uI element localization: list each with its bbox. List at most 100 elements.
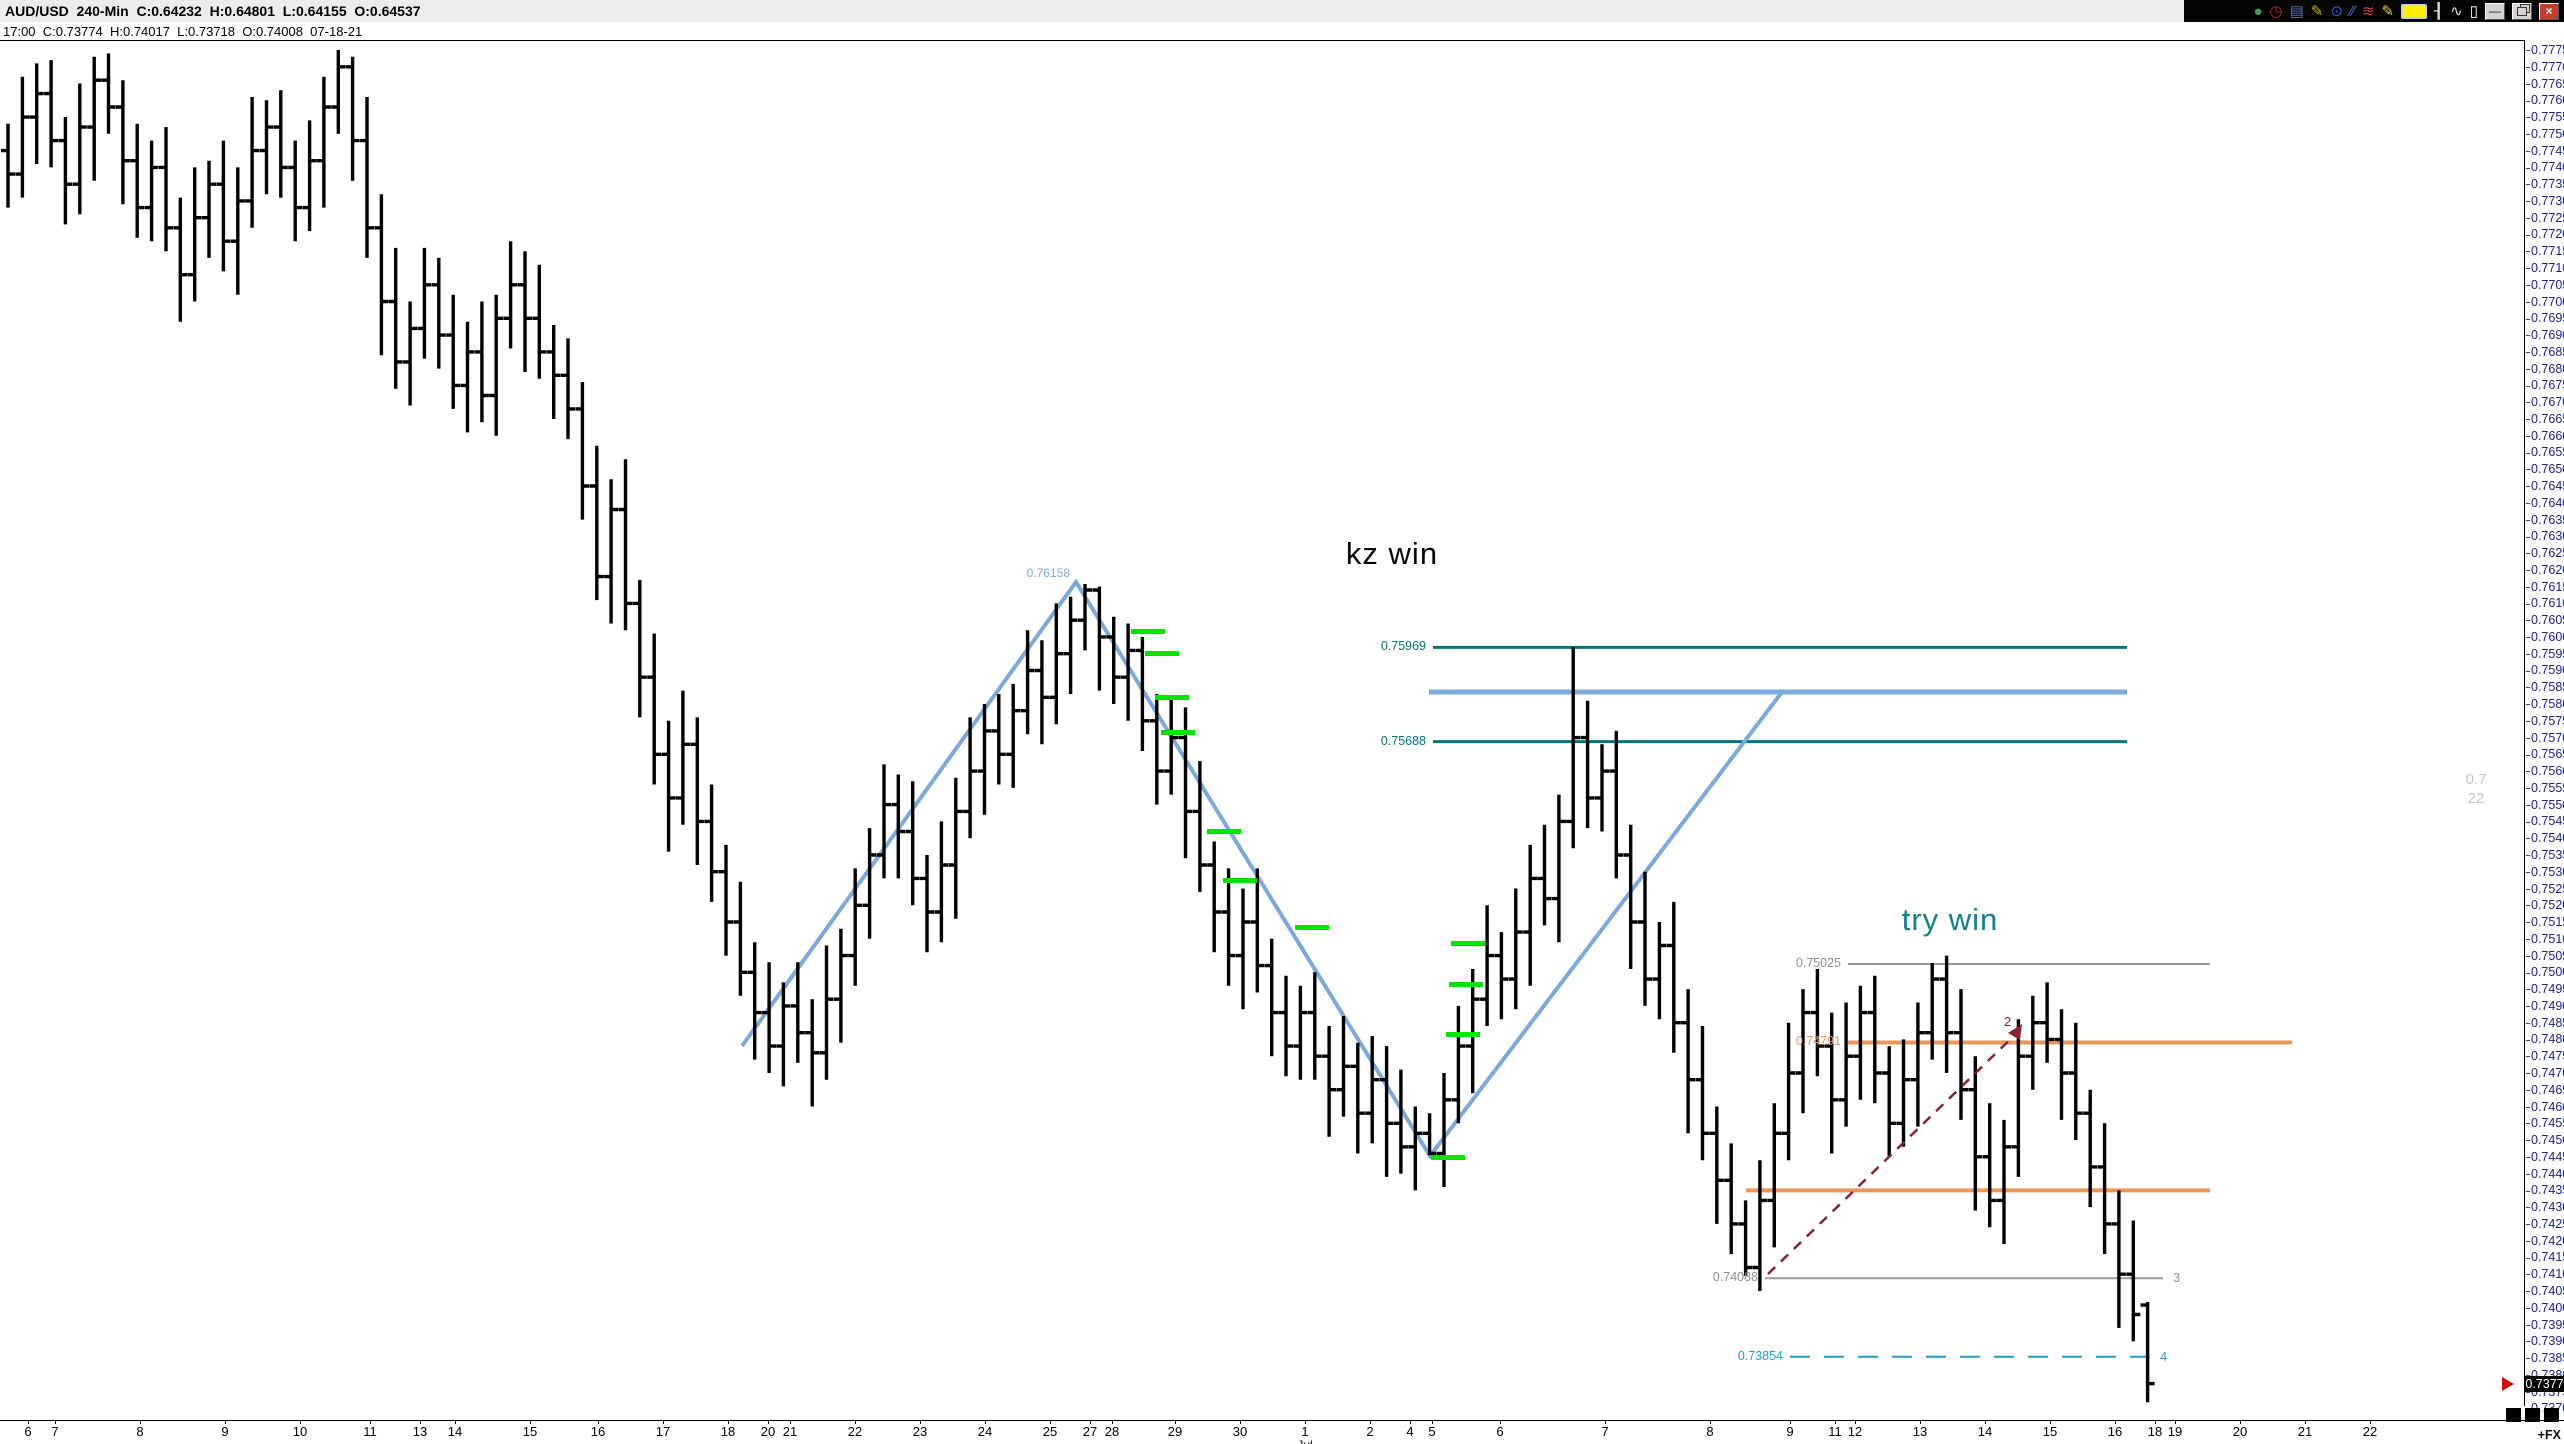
clock-icon[interactable]: ◷	[2269, 2, 2283, 20]
date-tick-label: 18	[2135, 1420, 2175, 1439]
zigzag-peak-label: 0.76158	[1026, 566, 1070, 580]
date-tick-label: 10	[280, 1420, 320, 1439]
date-tick-label: 29	[1155, 1420, 1195, 1439]
price-tick-label: 0.7395	[2526, 1318, 2564, 1332]
date-tick-label: 8	[120, 1420, 160, 1439]
price-tick-label: 0.7635	[2526, 513, 2564, 527]
price-level-label: 0.75025	[1795, 955, 1841, 970]
date-tick-label: 16	[2095, 1420, 2135, 1439]
date-tick-label: 24	[965, 1420, 1005, 1439]
pencil-icon[interactable]: ✎	[2310, 2, 2324, 20]
ohlc-bars	[1, 50, 2155, 1403]
wave-count-label: 2	[2004, 1014, 2012, 1029]
draw-pencil-icon[interactable]: ✎	[2381, 2, 2395, 20]
restore-button[interactable]	[2512, 2, 2532, 20]
date-tick-label: 30	[1220, 1420, 1260, 1439]
date-tick-label: 28	[1092, 1420, 1132, 1439]
date-tick-label: 19	[2155, 1420, 2195, 1439]
compass-circle-icon[interactable]: ⊙	[2330, 2, 2343, 20]
price-tick-label: 0.7495	[2526, 982, 2564, 996]
close-button[interactable]: ×	[2539, 2, 2559, 20]
date-tick-label: 21	[2285, 1420, 2325, 1439]
date-tick-label: 11	[1815, 1420, 1855, 1439]
signal-tick	[1161, 730, 1195, 735]
trend-arrowhead	[2008, 1024, 2022, 1040]
trendline-icon[interactable]: ∕∕	[2349, 2, 2355, 20]
signal-tick	[1446, 1032, 1480, 1037]
drawing-shapes-icon[interactable]: ●	[2253, 2, 2263, 20]
date-tick-label: 13	[400, 1420, 440, 1439]
title-bar[interactable]: AUD/USD 240-Min C:0.64232 H:0.64801 L:0.…	[0, 0, 2564, 22]
date-tick-label: 25	[1030, 1420, 1070, 1439]
restore-icon	[2517, 6, 2527, 16]
signal-tick	[1145, 651, 1179, 656]
price-tick-label: 0.7625	[2526, 546, 2564, 560]
date-tick-label: 22	[2350, 1420, 2390, 1439]
price-tick-label: 0.7505	[2526, 949, 2564, 963]
chart-title: AUD/USD 240-Min C:0.64232 H:0.64801 L:0.…	[5, 3, 421, 19]
date-tick-label: 22	[835, 1420, 875, 1439]
minimize-button[interactable]: —	[2485, 2, 2505, 20]
price-tick-label: 0.7385	[2526, 1351, 2564, 1365]
current-price-arrow-icon	[2502, 1376, 2521, 1391]
price-marker-icon[interactable]: ┨	[2434, 2, 2444, 20]
price-tick-label: 0.7615	[2526, 580, 2564, 594]
date-tick-label: 5	[1412, 1420, 1452, 1439]
date-tick-label: 13	[1900, 1420, 1940, 1439]
date-tick-label: 6	[8, 1420, 48, 1439]
date-tick-label: 27	[1070, 1420, 1110, 1439]
notes-checklist-icon[interactable]: ▤	[2289, 2, 2304, 20]
price-tick-label: 0.7465	[2526, 1083, 2564, 1097]
quote-info-bar: 17:00 C:0.73774 H:0.74017 L:0.73718 O:0.…	[0, 22, 2564, 40]
status-square-icon	[2506, 1408, 2521, 1422]
price-tick-label: 0.7535	[2526, 848, 2564, 862]
price-tick-label: 0.7575	[2526, 714, 2564, 728]
price-tick-label: 0.7425	[2526, 1217, 2564, 1231]
date-tick-label: 20	[748, 1420, 788, 1439]
price-tick-label: 0.7435	[2526, 1183, 2564, 1197]
price-level-label: 0.74791	[1795, 1034, 1841, 1049]
candlestick-tool-icon[interactable]: ▯	[2469, 2, 2478, 20]
date-tick-label: 21	[770, 1420, 810, 1439]
date-tick-label: 2	[1350, 1420, 1390, 1439]
annotation-try-win: try win	[1901, 902, 1999, 937]
highlight-rectangle-icon[interactable]	[2401, 3, 2428, 19]
price-tick-label: 0.7695	[2526, 311, 2564, 325]
date-tick-label: 8	[1690, 1420, 1730, 1439]
zigzag-tool-icon[interactable]: ∿	[2450, 2, 2463, 20]
price-level-label: 0.74088	[1712, 1270, 1758, 1285]
date-tick-label: 9	[205, 1420, 245, 1439]
signal-tick	[1295, 925, 1329, 930]
status-squares	[2506, 1408, 2559, 1422]
price-tick-label: 0.7665	[2526, 412, 2564, 426]
date-tick-label: 16	[578, 1420, 618, 1439]
multi-trendline-icon[interactable]: ≋	[2361, 2, 2375, 20]
time-axis[interactable]: 6 7 8 9 10 11 13 14 15 16 17 18 20 21 22 23 24 25 27 28 29 30…	[0, 1420, 2564, 1444]
price-tick-label: 0.7400	[2526, 1301, 2564, 1315]
price-level-label: 0.75688	[1380, 733, 1426, 748]
